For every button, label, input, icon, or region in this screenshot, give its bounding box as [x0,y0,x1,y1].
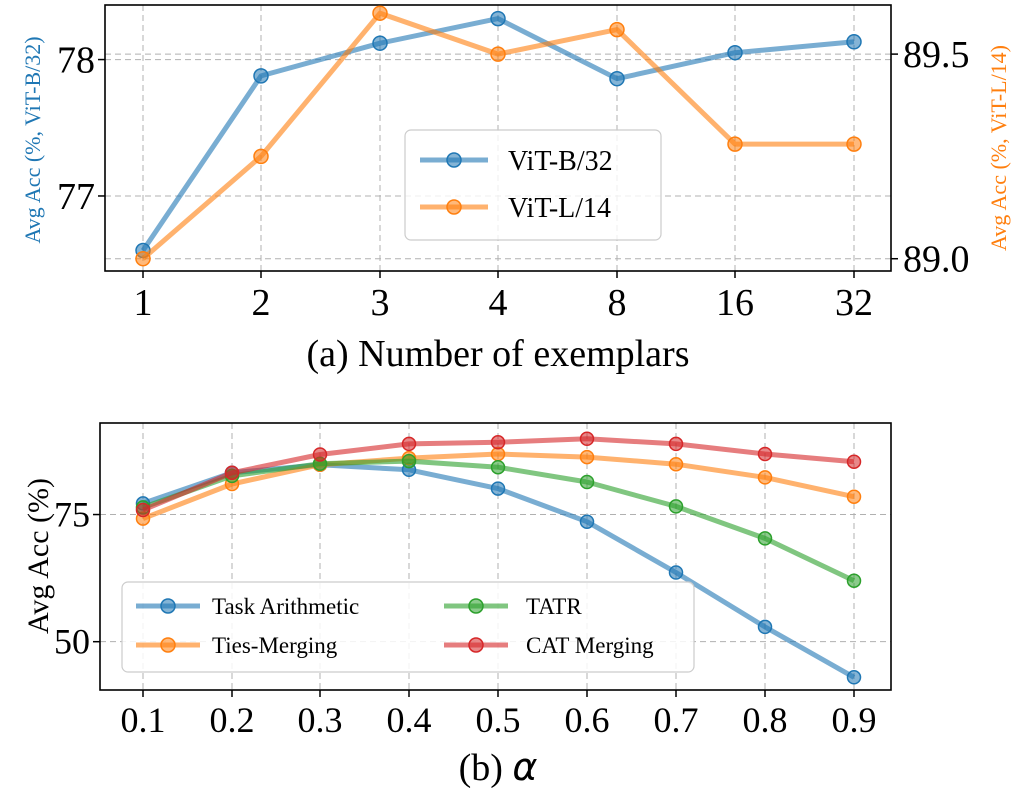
series-a [135,5,862,267]
point-ties-merging-8 [846,489,862,504]
point-vit-l-14-6 [846,136,862,152]
point-vit-b-32-5 [727,44,743,61]
legend-label-vit-l14: ViT-L/14 [508,193,611,224]
point-vit-b-32-3 [490,10,506,27]
x-tick-label-b-7: 0.8 [743,700,788,740]
point-task-arithmetic-7 [757,619,773,635]
legend-label-cat-merging: CAT Merging [526,633,654,658]
x-axis-label-b: (b) α [459,745,538,789]
x-tick-label-b-6: 0.7 [654,700,699,740]
legend-marker-task-arithmetic [160,598,176,614]
x-tick-label-b-0: 0.1 [121,700,166,740]
x-tick-label-b-4: 0.5 [476,700,521,740]
y-tick-label-right-a-0: 89.0 [903,239,970,281]
point-tatr-6 [668,499,684,514]
y-tick-label-right-a-1: 89.5 [903,34,970,76]
x-tick-label-a-6: 32 [835,282,873,324]
point-cat-merging-8 [846,454,862,469]
x-tick-label-a-3: 4 [489,282,508,324]
point-vit-b-32-2 [372,35,388,51]
x-tick-label-a-4: 8 [608,282,627,324]
point-vit-b-32-4 [609,70,625,87]
x-tick-label-a-0: 1 [134,282,153,324]
point-task-arithmetic-4 [490,481,506,496]
point-vit-b-32-6 [846,34,862,50]
subplot-exemplars: 1 2 3 4 8 16 32 77 78 89.0 89.5 (a) Number of exem… [20,4,1011,375]
point-tatr-4 [490,459,506,475]
y-axis-label-left-a: Avg Acc (%, ViT-B/32) [20,36,45,243]
point-task-arithmetic-8 [846,670,862,685]
x-tick-label-a-2: 3 [371,282,390,324]
point-vit-l-14-0 [135,250,151,267]
legend-a: ViT-B/32 ViT-L/14 [404,129,662,241]
x-axis-label-a: (a) Number of exemplars [306,333,689,375]
point-cat-merging-5 [579,431,595,447]
point-task-arithmetic-5 [579,514,595,529]
point-vit-l-14-5 [727,136,743,152]
point-cat-merging-1 [224,465,240,481]
legend-frame-b [121,581,695,673]
y-tick-label-b-1: 75 [54,495,90,535]
point-cat-merging-7 [757,446,773,462]
legend-marker-cat-merging [468,637,484,653]
legend-label-vit-b32: ViT-B/32 [508,146,613,177]
legend-marker-tatr [468,598,484,614]
point-tatr-5 [579,474,595,490]
x-axis-label-b-prefix: (b) [459,747,513,789]
point-tatr-7 [757,531,773,546]
legend-marker-vit-l14 [446,199,462,215]
point-ties-merging-5 [579,449,595,465]
point-vit-l-14-1 [253,148,269,165]
ticks-b: 0.1 0.2 0.3 0.4 0.5 0.6 0.7 0.8 0.9 50 75 [54,495,877,740]
x-tick-label-b-2: 0.3 [298,700,343,740]
y-tick-label-left-a-0: 77 [57,176,95,218]
legend-b: Task Arithmetic Ties-Merging TATR CAT Me… [121,581,695,673]
ticks-a: 1 2 3 4 8 16 32 77 78 89.0 89.5 [57,34,970,324]
point-tatr-3 [401,453,417,469]
x-tick-label-a-1: 2 [252,282,271,324]
point-vit-b-32-1 [253,68,269,84]
y-axis-label-right-a: Avg Acc (%, ViT-L/14) [986,45,1011,251]
point-cat-merging-6 [668,436,684,452]
point-ties-merging-7 [757,470,773,485]
point-ties-merging-6 [668,456,684,472]
legend-label-tatr: TATR [526,594,582,619]
point-vit-l-14-4 [609,21,625,38]
point-task-arithmetic-6 [668,565,684,580]
x-tick-label-b-3: 0.4 [387,700,432,740]
x-tick-label-b-5: 0.6 [565,700,610,740]
legend-marker-ties-merging [160,637,176,653]
axes-frame-b [99,422,892,691]
series-b [135,431,862,685]
legend-label-task-arithmetic: Task Arithmetic [212,594,359,619]
x-tick-label-a-5: 16 [716,282,754,324]
y-tick-label-b-0: 50 [54,622,90,662]
point-cat-merging-2 [312,447,328,462]
point-vit-l-14-2 [372,5,388,21]
point-vit-l-14-3 [490,46,506,62]
y-axis-label-b: Avg Acc (%) [22,478,55,634]
point-cat-merging-4 [490,435,506,450]
point-tatr-8 [846,573,862,588]
x-tick-label-b-1: 0.2 [210,700,255,740]
point-cat-merging-3 [401,436,417,452]
y-tick-label-left-a-1: 78 [57,40,95,82]
x-axis-label-b-alpha: α [512,745,537,789]
point-cat-merging-0 [135,502,151,518]
subplot-alpha: 0.1 0.2 0.3 0.4 0.5 0.6 0.7 0.8 0.9 50 75 (b) α Av… [22,422,892,789]
legend-label-ties-merging: Ties-Merging [212,633,338,658]
x-tick-label-b-8: 0.9 [832,700,877,740]
legend-marker-vit-b32 [446,152,462,168]
